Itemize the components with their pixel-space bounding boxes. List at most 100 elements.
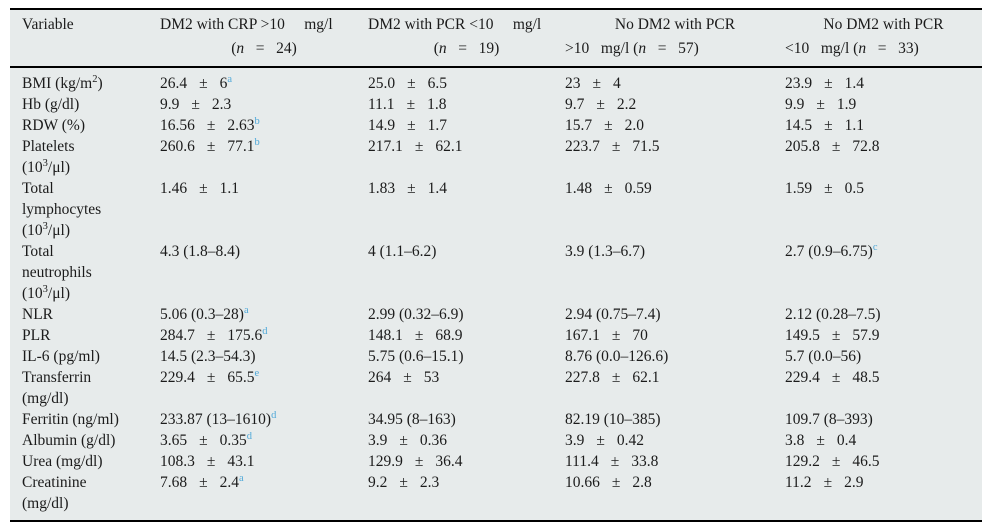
data-cell-dm2-pcr-lt10: 25.0 ±6.5 — [368, 75, 448, 92]
data-cell-dm2-crp-gt10: 4.3 (1.8–8.4) — [160, 243, 241, 260]
plus-minus-symbol: ± — [824, 117, 833, 134]
data-cell-dm2-pcr-lt10: 217.1 ±62.1 — [368, 138, 463, 155]
data-cell-no-dm2-pcr-lt10: 109.7 (8–393) — [785, 411, 873, 428]
plus-minus-symbol: ± — [414, 138, 424, 155]
column-header-line: Variable — [22, 16, 74, 33]
row-label-line: Albumin (g/dl) — [22, 432, 116, 449]
data-cell-dm2-pcr-lt10: 264 ±53 — [368, 369, 440, 386]
plus-minus-symbol: ± — [206, 327, 216, 344]
plus-minus-symbol: ± — [406, 96, 416, 113]
table-row-rdw: RDW (%) 16.56 ±2.63b 14.9 ±1.7 15.7 ±2.0 14.5 ±1… — [10, 115, 982, 136]
footnote-marker: d — [271, 410, 277, 421]
table-row-bmi: BMI (kg/m2) 26.4 ±6a 25.0 ±6.5 23 ±4 23.9 ±1.4 — [10, 73, 982, 94]
data-cell-no-dm2-pcr-lt10: 149.5 ±57.9 — [785, 327, 880, 344]
data-cell-dm2-crp-gt10: 260.6 ±77.1b — [160, 137, 260, 155]
row-label-line: (103/μl) — [22, 158, 71, 176]
data-cell-no-dm2-pcr-gt10: 1.48 ±0.59 — [565, 180, 652, 197]
plus-minus-symbol: ± — [407, 117, 416, 134]
row-label: RDW (%) — [10, 115, 160, 136]
row-label-line: Platelets — [22, 138, 75, 155]
plus-minus-symbol: ± — [596, 432, 605, 449]
data-cell-no-dm2-pcr-gt10: 2.94 (0.75–7.4) — [565, 306, 661, 323]
plus-minus-symbol: ± — [206, 453, 216, 470]
data-cell-dm2-pcr-lt10: 5.75 (0.6–15.1) — [368, 348, 464, 365]
data-cell-no-dm2-pcr-gt10: 3.9 ±0.42 — [565, 432, 645, 449]
footnote-marker: b — [254, 137, 260, 148]
plus-minus-symbol: ± — [199, 75, 208, 92]
table-row-plr: PLR 284.7 ±175.6d 148.1 ±68.9 167.1 ±70 149.5 ±5… — [10, 325, 982, 346]
row-label: IL-6 (pg/ml) — [10, 346, 160, 367]
plus-minus-symbol: ± — [824, 75, 833, 92]
row-label-line: PLR — [22, 327, 51, 344]
column-header-line: (n = 19) — [433, 40, 500, 57]
plus-minus-symbol: ± — [611, 138, 621, 155]
unit-superscript: 3 — [42, 158, 48, 169]
column-header-line: <10 mg/l (n = 33) — [785, 40, 919, 57]
data-cell-dm2-pcr-lt10: 14.9 ±1.7 — [368, 117, 448, 134]
plus-minus-symbol: ± — [816, 432, 825, 449]
row-label: Total lymphocytes (103/μl) — [10, 178, 160, 241]
data-cell-dm2-crp-gt10: 108.3 ±43.1 — [160, 453, 255, 470]
plus-minus-symbol: ± — [414, 453, 424, 470]
row-label-line: IL-6 (pg/ml) — [22, 348, 100, 365]
data-cell-no-dm2-pcr-gt10: 15.7 ±2.0 — [565, 117, 645, 134]
row-label: BMI (kg/m2) — [10, 73, 160, 94]
table-row-urea: Urea (mg/dl) 108.3 ±43.1 129.9 ±36.4 111.4 ±33… — [10, 451, 982, 472]
data-cell-no-dm2-pcr-lt10: 5.7 (0.0–56) — [785, 348, 862, 365]
table-row-platelets: Platelets (103/μl) 260.6 ±77.1b 217.1 ±62.1 22… — [10, 136, 982, 178]
plus-minus-symbol: ± — [206, 369, 216, 386]
row-label: Creatinine (mg/dl) — [10, 472, 160, 514]
data-cell-no-dm2-pcr-lt10: 9.9 ±1.9 — [785, 96, 857, 113]
data-cell-no-dm2-pcr-gt10: 23 ±4 — [565, 75, 621, 92]
plus-minus-symbol: ± — [414, 327, 424, 344]
data-cell-dm2-pcr-lt10: 148.1 ±68.9 — [368, 327, 463, 344]
table-row-transferrin: Transferrin (mg/dl) 229.4 ±65.5e 264 ±53 227.8… — [10, 367, 982, 409]
table-row-il-6: IL-6 (pg/ml) 14.5 (2.3–54.3) 5.75 (0.6–15.… — [10, 346, 982, 367]
data-cell-no-dm2-pcr-lt10: 3.8 ±0.4 — [785, 432, 857, 449]
plus-minus-symbol: ± — [206, 117, 216, 134]
plus-minus-symbol: ± — [604, 117, 613, 134]
plus-minus-symbol: ± — [199, 474, 208, 491]
footnote-marker: c — [872, 242, 878, 253]
plus-minus-symbol: ± — [610, 453, 620, 470]
row-label-line: Ferritin (ng/ml) — [22, 411, 119, 428]
row-label-line: (mg/dl) — [22, 390, 69, 407]
row-label-line: (103/μl) — [22, 284, 71, 302]
unit-superscript: 3 — [42, 284, 48, 295]
plus-minus-symbol: ± — [199, 180, 208, 197]
row-label-line: BMI (kg/m2) — [22, 74, 103, 92]
data-cell-no-dm2-pcr-lt10: 2.12 (0.28–7.5) — [785, 306, 881, 323]
column-header-line: No DM2 with PCR — [823, 16, 944, 33]
row-label-line: Hb (g/dl) — [22, 96, 80, 113]
data-cell-dm2-crp-gt10: 233.87 (13–1610)d — [160, 410, 277, 428]
data-cell-no-dm2-pcr-gt10: 82.19 (10–385) — [565, 411, 661, 428]
plus-minus-symbol: ± — [399, 432, 408, 449]
data-cell-no-dm2-pcr-gt10: 167.1 ±70 — [565, 327, 648, 344]
row-label: Transferrin (mg/dl) — [10, 367, 160, 409]
row-label-line: (103/μl) — [22, 221, 71, 239]
data-cell-dm2-crp-gt10: 5.06 (0.3–28)a — [160, 305, 249, 323]
column-header-line: DM2 with PCR <10 mg/l — [368, 16, 542, 33]
table-row-creatinine: Creatinine (mg/dl) 7.68 ±2.4a 9.2 ±2.3 10.66 ±2… — [10, 472, 982, 514]
row-label-line: Creatinine — [22, 474, 87, 491]
data-cell-no-dm2-pcr-gt10: 10.66 ±2.8 — [565, 474, 652, 491]
table-body: BMI (kg/m2) 26.4 ±6a 25.0 ±6.5 23 ±4 23.9 ±1.4 Hb… — [10, 68, 982, 520]
row-label: NLR — [10, 304, 160, 325]
row-label-line: Transferrin — [22, 369, 92, 386]
footnote-marker: e — [254, 368, 260, 379]
column-header-dm2-pcr-lt10: DM2 with PCR <10 mg/l (n = 19) — [368, 13, 565, 61]
footnote-marker: b — [254, 116, 260, 127]
data-cell-no-dm2-pcr-lt10: 205.8 ±72.8 — [785, 138, 880, 155]
plus-minus-symbol: ± — [206, 138, 216, 155]
footnote-marker: d — [262, 326, 268, 337]
data-cell-dm2-crp-gt10: 284.7 ±175.6d — [160, 326, 268, 344]
data-cell-no-dm2-pcr-gt10: 9.7 ±2.2 — [565, 96, 637, 113]
table-row-nlr: NLR 5.06 (0.3–28)a 2.99 (0.32–6.9) 2.94 (0.… — [10, 304, 982, 325]
data-cell-dm2-pcr-lt10: 11.1 ±1.8 — [368, 96, 447, 113]
row-label-line: Total — [22, 180, 54, 197]
data-cell-no-dm2-pcr-lt10: 14.5 ±1.1 — [785, 117, 865, 134]
unit-superscript: 2 — [92, 74, 98, 85]
data-cell-no-dm2-pcr-gt10: 227.8 ±62.1 — [565, 369, 660, 386]
column-header-dm2-crp-gt10: DM2 with CRP >10 mg/l (n = 24) — [160, 13, 368, 61]
plus-minus-symbol: ± — [611, 474, 621, 491]
